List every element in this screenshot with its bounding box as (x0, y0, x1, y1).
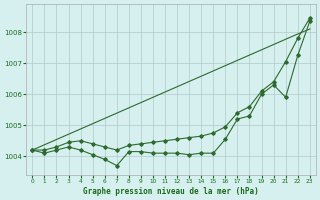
X-axis label: Graphe pression niveau de la mer (hPa): Graphe pression niveau de la mer (hPa) (83, 187, 259, 196)
